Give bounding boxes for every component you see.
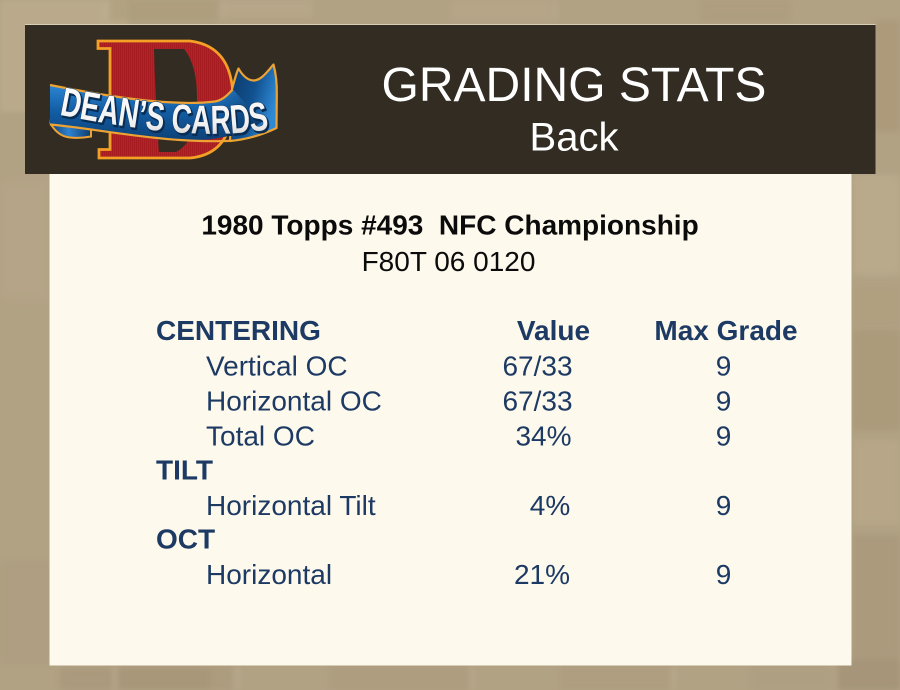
svg-text:Horizontal Tilt: Horizontal Tilt bbox=[206, 490, 376, 521]
svg-text:F80T 06 0120: F80T 06 0120 bbox=[362, 246, 536, 277]
svg-text:Back: Back bbox=[530, 116, 620, 160]
svg-text:Total OC: Total OC bbox=[206, 421, 315, 452]
svg-text:CENTERING: CENTERING bbox=[156, 315, 321, 346]
svg-text:9: 9 bbox=[716, 351, 732, 382]
svg-text:OCT: OCT bbox=[156, 524, 215, 555]
svg-text:9: 9 bbox=[716, 559, 732, 590]
svg-text:67/33: 67/33 bbox=[502, 386, 572, 417]
svg-text:Value: Value bbox=[517, 315, 590, 346]
svg-text:TILT: TILT bbox=[156, 455, 213, 486]
svg-text:9: 9 bbox=[716, 386, 732, 417]
svg-text:Horizontal: Horizontal bbox=[206, 559, 332, 590]
svg-text:Horizontal OC: Horizontal OC bbox=[206, 386, 382, 417]
svg-text:Vertical OC: Vertical OC bbox=[206, 351, 348, 382]
svg-text:34%: 34% bbox=[515, 421, 571, 452]
svg-text:GRADING STATS: GRADING STATS bbox=[382, 59, 767, 112]
svg-text:9: 9 bbox=[716, 421, 732, 452]
svg-text:9: 9 bbox=[716, 490, 732, 521]
svg-text:4%: 4% bbox=[530, 490, 570, 521]
svg-text:1980 Topps #493 NFC Champions: 1980 Topps #493 NFC Championship bbox=[201, 210, 698, 241]
svg-text:21%: 21% bbox=[514, 559, 570, 590]
svg-text:Max Grade: Max Grade bbox=[654, 315, 797, 346]
svg-text:67/33: 67/33 bbox=[502, 351, 572, 382]
